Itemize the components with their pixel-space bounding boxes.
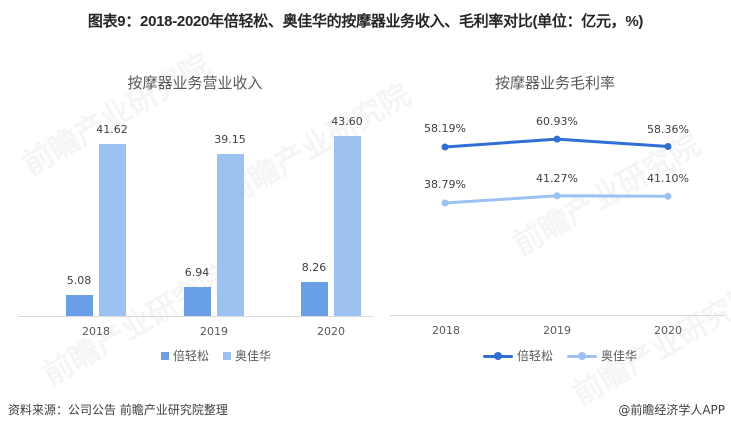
legend-line-marker-icon bbox=[567, 351, 598, 361]
legend-swatch-icon bbox=[223, 351, 232, 360]
bar bbox=[334, 136, 361, 316]
bar bbox=[99, 144, 126, 316]
line-value-label: 41.27% bbox=[536, 171, 578, 185]
data-point-marker bbox=[664, 143, 672, 150]
chart-title: 按摩器业务毛利率 bbox=[494, 74, 615, 92]
data-point-marker bbox=[664, 192, 672, 200]
bar-value-label: 43.60 bbox=[331, 115, 363, 128]
line-value-label: 58.19% bbox=[424, 122, 466, 135]
line-legend: 倍轻松 奥佳华 bbox=[483, 347, 651, 364]
bar-value-label: 5.08 bbox=[66, 274, 92, 287]
data-point-marker bbox=[441, 199, 449, 207]
x-tick-label: 2020 bbox=[654, 324, 682, 337]
legend-label: 倍轻松 bbox=[517, 349, 554, 363]
bar-value-label: 8.26 bbox=[301, 261, 327, 274]
data-point-marker bbox=[553, 135, 561, 143]
data-point-marker bbox=[553, 192, 561, 200]
legend-item-aojiahua: 奥佳华 bbox=[567, 347, 637, 364]
line-value-label: 60.93% bbox=[536, 115, 578, 129]
legend-item-beiqingsong: 倍轻松 bbox=[483, 347, 553, 364]
x-tick-label: 2018 bbox=[432, 324, 460, 337]
legend-line-marker-icon bbox=[483, 351, 513, 361]
x-tick-label: 2019 bbox=[200, 325, 228, 338]
bar-value-label: 39.15 bbox=[214, 133, 246, 146]
legend-label: 奥佳华 bbox=[235, 349, 272, 363]
x-tick-label: 2018 bbox=[82, 325, 110, 338]
bar bbox=[301, 282, 328, 316]
bar bbox=[66, 295, 93, 316]
x-axis-line bbox=[390, 315, 725, 316]
bar bbox=[184, 287, 211, 316]
data-point-marker bbox=[441, 143, 449, 151]
x-axis-line bbox=[18, 316, 373, 317]
x-tick-label: 2019 bbox=[543, 324, 571, 337]
line-value-label: 41.10% bbox=[647, 172, 689, 186]
chart-title: 按摩器业务营业收入 bbox=[127, 74, 263, 92]
credit-note: @前瞻经济学人APP bbox=[618, 403, 725, 417]
legend-item-aojiahua: 奥佳华 bbox=[223, 347, 271, 364]
bar-value-label: 6.94 bbox=[184, 266, 210, 279]
source-note: 资料来源：公司公告 前瞻产业研究院整理 bbox=[8, 403, 228, 417]
x-tick-label: 2020 bbox=[317, 325, 345, 338]
legend-label: 奥佳华 bbox=[601, 349, 638, 363]
legend-swatch-icon bbox=[161, 351, 169, 360]
bar-value-label: 41.62 bbox=[96, 123, 128, 136]
bar-legend: 倍轻松 奥佳华 bbox=[161, 347, 285, 364]
line-value-label: 58.36% bbox=[647, 122, 689, 136]
bar bbox=[217, 154, 244, 316]
legend-item-beiqingsong: 倍轻松 bbox=[161, 347, 209, 364]
figure-title: 图表9：2018-2020年倍轻松、奥佳华的按摩器业务收入、毛利率对比(单位：亿… bbox=[87, 13, 644, 30]
legend-label: 倍轻松 bbox=[173, 349, 210, 363]
line-value-label: 38.79% bbox=[424, 178, 466, 191]
